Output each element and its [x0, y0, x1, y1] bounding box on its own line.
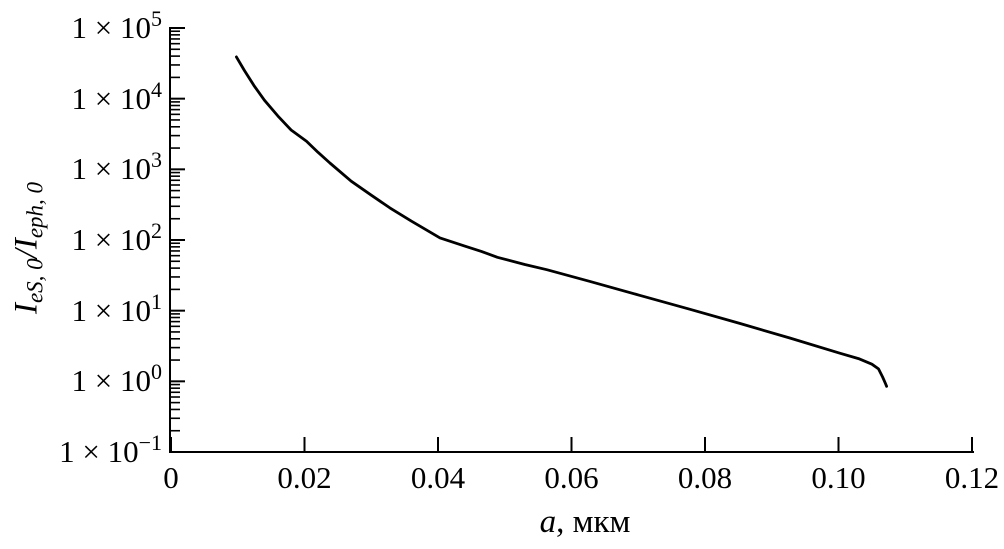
- x-axis-label: a, мкм: [539, 504, 631, 540]
- x-axis-tick-label: 0.12: [944, 460, 1000, 495]
- y-axis-label: IeS, 0/Ieph, 0: [8, 181, 48, 315]
- y-axis-tick-label: 1 × 104: [71, 76, 162, 116]
- y-axis-tick-label: 1 × 100: [71, 359, 162, 399]
- x-axis-tick-label: 0.06: [544, 460, 599, 495]
- y-axis-tick-label: 1 × 102: [71, 217, 162, 257]
- data-curve: [235, 55, 888, 388]
- x-axis-tick-label: 0.04: [410, 460, 466, 495]
- x-axis-tick-label: 0.08: [677, 460, 733, 495]
- y-axis-tick-label: 1 × 103: [71, 147, 162, 187]
- y-axis-tick-label: 1 × 10−1: [59, 429, 162, 469]
- x-axis-tick-label: 0: [163, 460, 179, 495]
- x-axis-tick-label: 0.10: [811, 460, 866, 495]
- y-axis-tick-label: 1 × 105: [71, 5, 162, 45]
- y-axis-tick-label: 1 × 101: [71, 288, 162, 328]
- x-axis-tick-label: 0.02: [277, 460, 332, 495]
